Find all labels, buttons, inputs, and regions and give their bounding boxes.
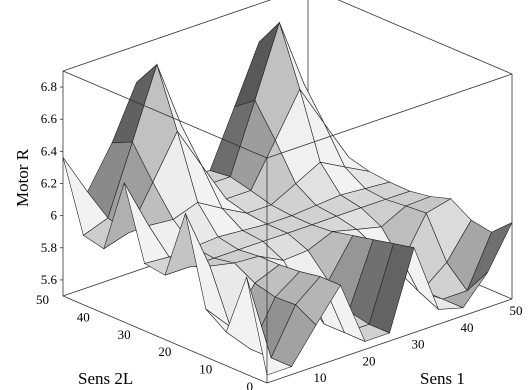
box-edge <box>62 0 272 72</box>
z-tick-label: 6.8 <box>41 79 57 94</box>
z-tick-label: 5.8 <box>41 240 57 255</box>
z-tick-label: 5.6 <box>41 272 58 287</box>
surface-cell <box>246 277 293 376</box>
x-tick-label: 10 <box>314 370 327 385</box>
box-edge <box>266 73 513 159</box>
x-tick-label: 30 <box>412 337 425 352</box>
x-axis-label: Sens 1 <box>420 369 465 388</box>
box-edge <box>62 70 268 159</box>
x-tick-label: 40 <box>461 320 474 335</box>
y-axis-label: Sens 2L <box>78 369 133 388</box>
box-edge <box>266 298 513 384</box>
z-tick-label: 6.6 <box>41 111 58 126</box>
y-tick-label: 0 <box>247 379 254 390</box>
z-tick-label: 6.2 <box>41 176 57 191</box>
surface-mesh <box>62 21 513 376</box>
axis-ticks: 5.6 5.8 6 6.2 6.4 6.6 6.8 0 10 20 30 40 50 0 10 20 30 40 5… <box>36 79 523 390</box>
bounding-box-front <box>62 70 513 384</box>
x-tick-label: 20 <box>363 353 376 368</box>
box-edge <box>62 295 268 384</box>
x-tick-label: 50 <box>510 303 523 318</box>
z-tick-label: 6 <box>51 208 58 223</box>
z-tick-label: 6.4 <box>41 143 58 158</box>
y-tick-label: 40 <box>77 309 90 324</box>
z-axis-label: Motor R <box>13 148 32 207</box>
box-edge <box>337 0 513 75</box>
x-tick-label: 0 <box>268 387 275 390</box>
y-tick-label: 50 <box>36 292 49 307</box>
y-tick-label: 10 <box>199 362 212 377</box>
y-tick-label: 20 <box>158 344 171 359</box>
y-tick-label: 30 <box>118 327 131 342</box>
